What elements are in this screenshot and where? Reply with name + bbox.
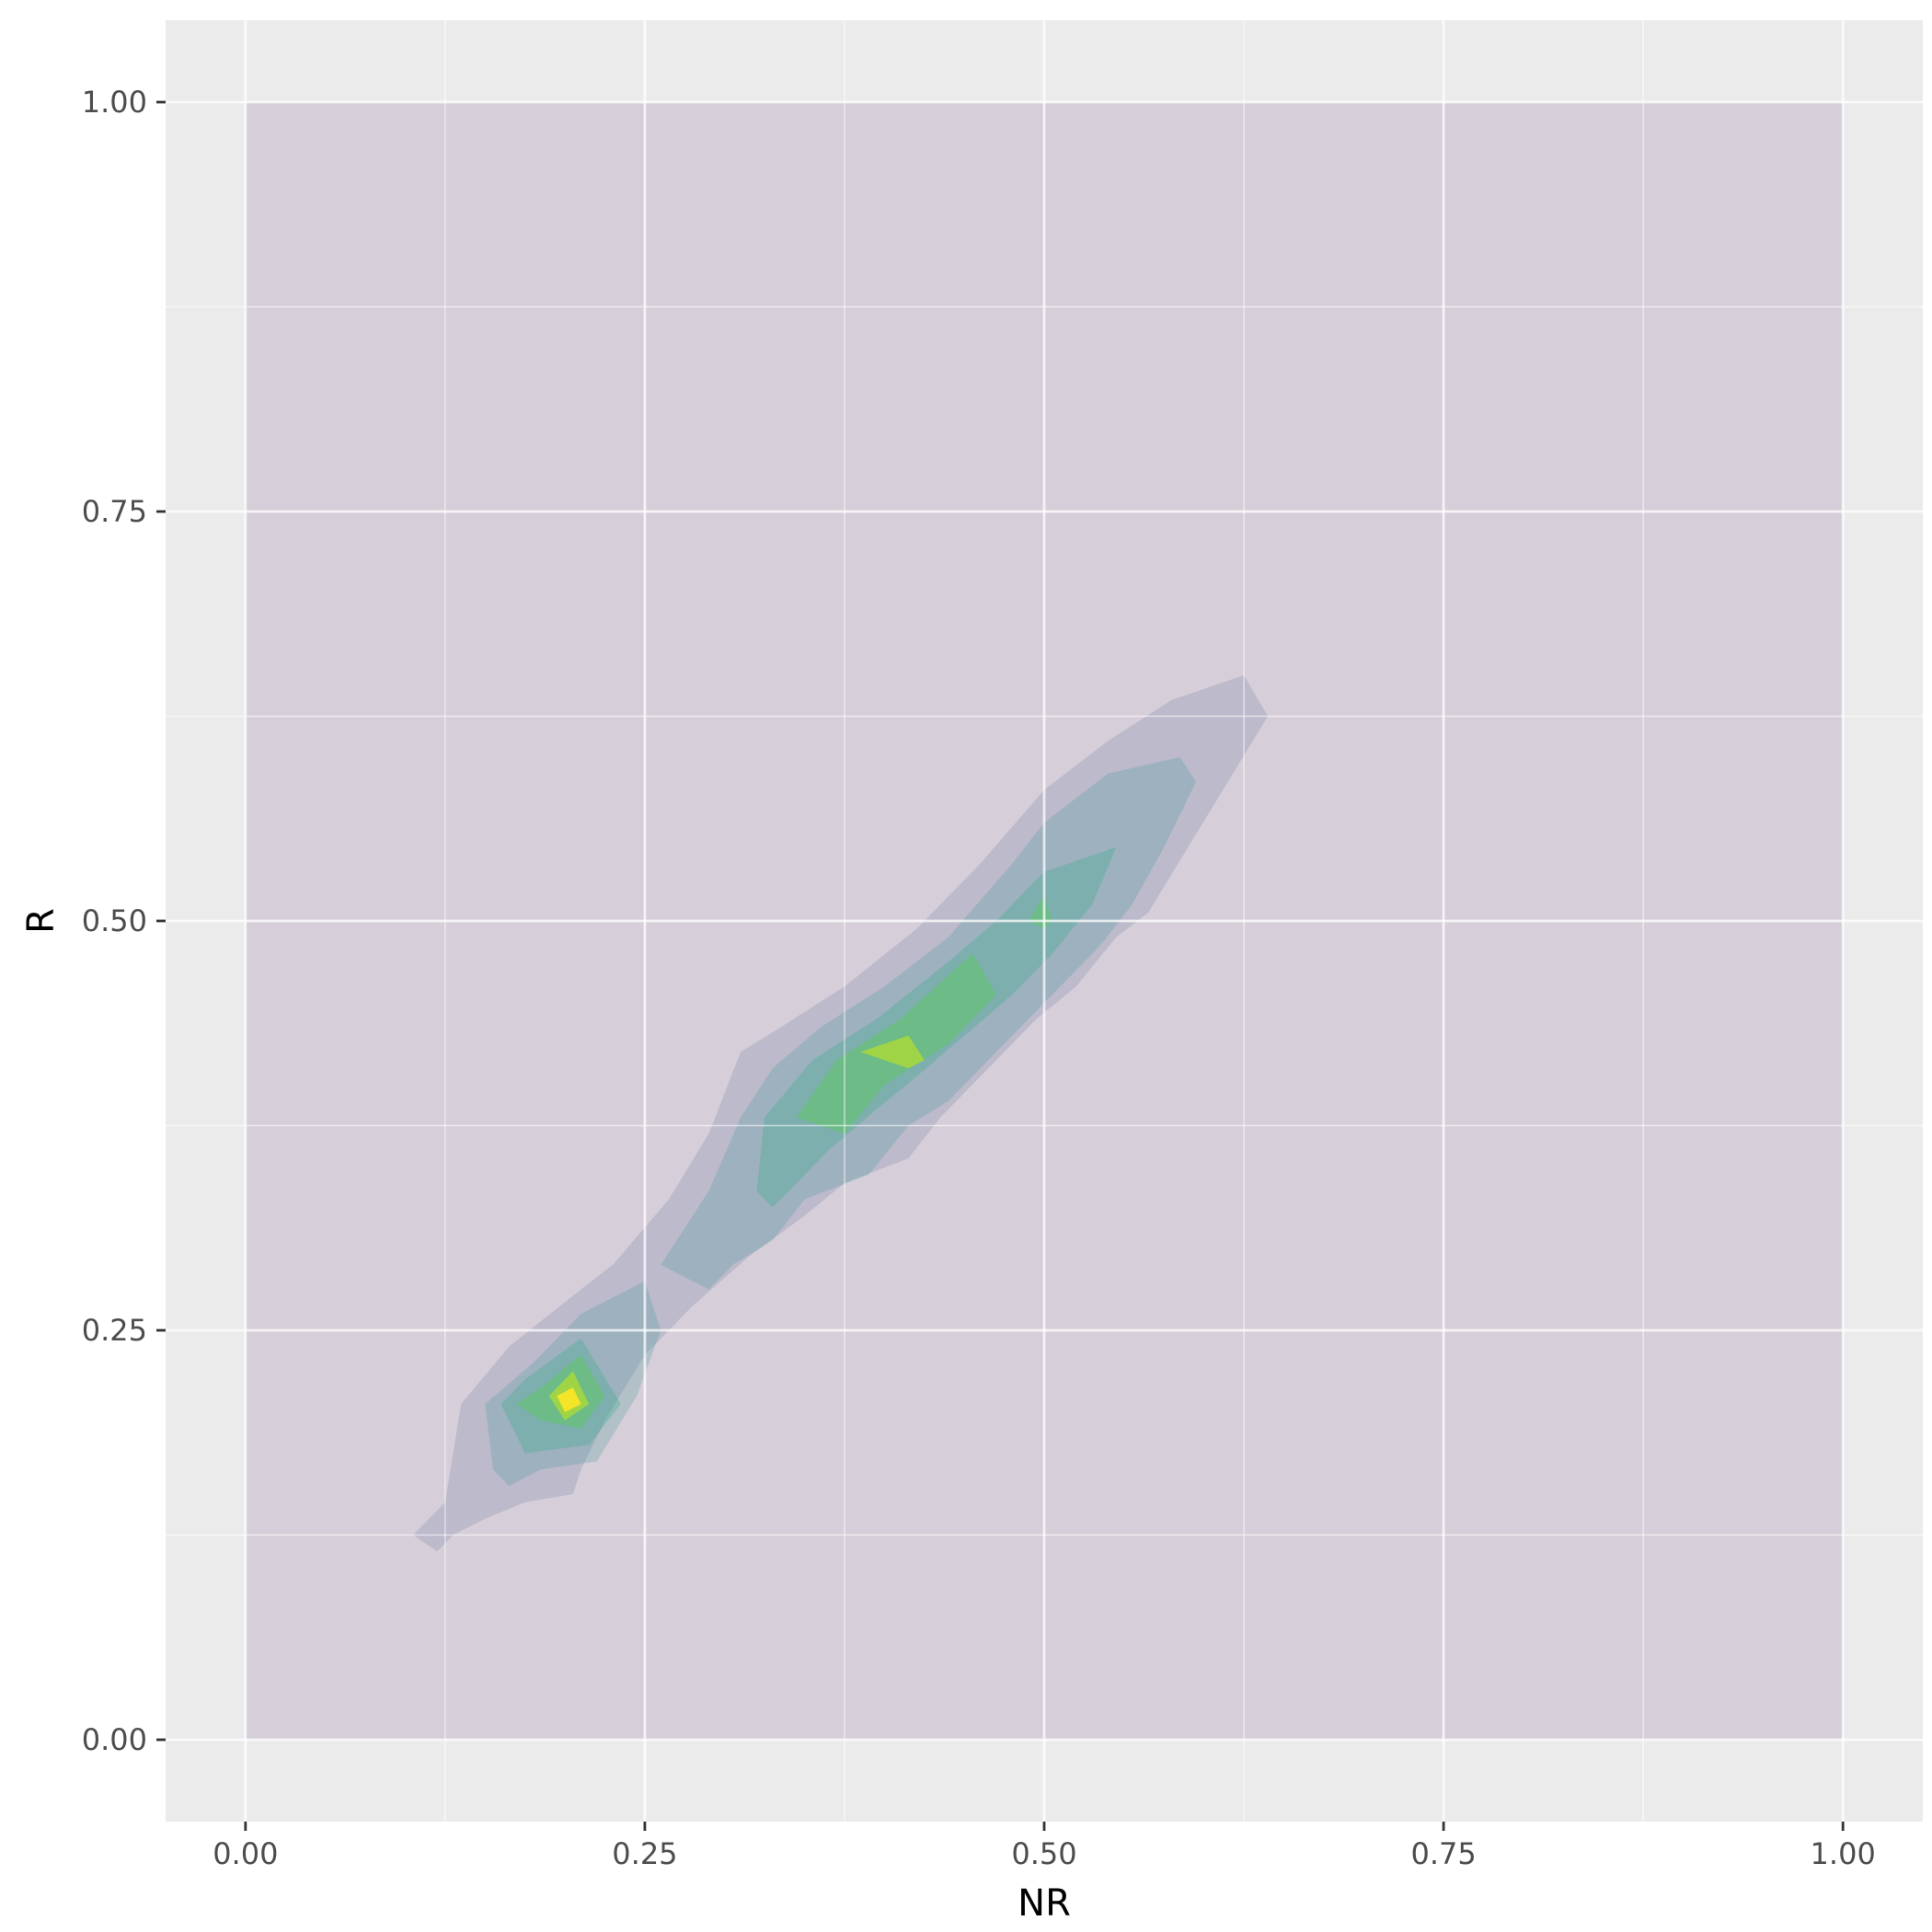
y-tick-label-2: 0.25	[82, 1313, 147, 1348]
x-tick-label-1: 0.00	[213, 1836, 278, 1871]
x-tick-label-2: 0.25	[612, 1836, 677, 1871]
y-tick-label-3: 0.50	[82, 903, 147, 938]
y-axis-title: R	[20, 908, 63, 934]
grid-lines	[166, 20, 1923, 1822]
y-tick-label-4: 0.75	[82, 494, 147, 529]
x-tick-label-4: 0.75	[1410, 1836, 1476, 1871]
axes: 0.00 0.25 0.50 0.75 1.00 0.00 0.25 0.50 0.75 1.00	[82, 85, 1876, 1871]
x-tick-label-3: 0.50	[1011, 1836, 1076, 1871]
x-axis-title: NR	[1018, 1882, 1071, 1925]
y-tick-label-1: 0.00	[82, 1722, 147, 1757]
contour-band-7-1	[557, 1387, 581, 1412]
y-tick-label-5: 1.00	[82, 85, 147, 120]
x-tick-label-5: 1.00	[1811, 1836, 1876, 1871]
contour-band-6-2	[860, 1035, 925, 1069]
